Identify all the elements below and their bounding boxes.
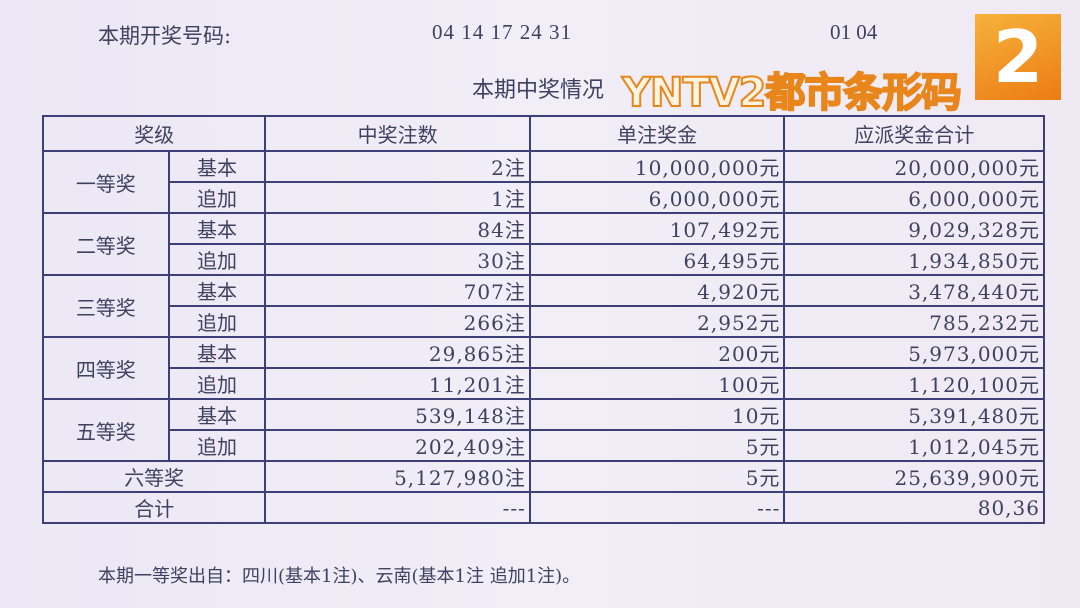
results-title: 本期中奖情况 bbox=[471, 78, 604, 103]
table-row: 追加 266注 2,952元 785,232元 bbox=[43, 305, 1045, 338]
count: 266注 bbox=[264, 305, 531, 338]
total-prize: 1,934,850元 bbox=[783, 243, 1045, 276]
count: 84注 bbox=[264, 212, 531, 245]
header-total: 应派奖金合计 bbox=[783, 115, 1045, 152]
unit-prize: 5元 bbox=[528, 460, 786, 493]
table-row: 二等奖 基本 84注 107,492元 9,029,328元 bbox=[42, 212, 1045, 276]
total-prize: 25,639,900元 bbox=[783, 460, 1045, 493]
bet-type: 基本 bbox=[167, 274, 267, 307]
prize-name: 四等奖 bbox=[42, 336, 170, 400]
prize-name: 六等奖 bbox=[41, 460, 267, 493]
total-prize: 6,000,000元 bbox=[783, 181, 1045, 214]
bet-type: 追加 bbox=[167, 367, 267, 400]
prize-name: 五等奖 bbox=[42, 398, 170, 462]
count: 707注 bbox=[264, 274, 531, 307]
total-prize: 9,029,328元 bbox=[783, 212, 1045, 245]
total-prize: 785,232元 bbox=[783, 305, 1045, 338]
sum-label: 合计 bbox=[41, 491, 267, 524]
bet-type: 追加 bbox=[167, 181, 267, 214]
watermark-text: YNTV2都市条形码 bbox=[621, 69, 963, 117]
count: 1注 bbox=[264, 181, 531, 214]
unit-prize: 10,000,000元 bbox=[528, 150, 786, 183]
bet-type: 追加 bbox=[167, 243, 267, 276]
channel-logo-icon: 2 bbox=[975, 14, 1061, 100]
table-row-sixth: 六等奖 5,127,980注 5元 25,639,900元 bbox=[41, 460, 1045, 493]
unit-prize: 10元 bbox=[528, 398, 786, 431]
prize-name: 三等奖 bbox=[42, 274, 170, 338]
unit-prize: 107,492元 bbox=[528, 212, 786, 245]
table-row: 三等奖 基本 707注 4,920元 3,478,440元 bbox=[42, 274, 1045, 338]
bet-type: 基本 bbox=[167, 336, 267, 369]
count: 539,148注 bbox=[264, 398, 531, 431]
unit-prize: 2,952元 bbox=[528, 305, 786, 338]
count: 29,865注 bbox=[264, 336, 531, 369]
bet-type: 基本 bbox=[167, 150, 267, 183]
unit-prize: 4,920元 bbox=[528, 274, 786, 307]
table-header: 奖级 中奖注数 单注奖金 应派奖金合计 bbox=[41, 115, 1045, 152]
sum-total: 80,36 bbox=[783, 491, 1045, 524]
total-prize: 5,973,000元 bbox=[783, 336, 1045, 369]
table-row: 追加 11,201注 100元 1,120,100元 bbox=[43, 367, 1045, 400]
count: 2注 bbox=[264, 150, 531, 183]
count: 5,127,980注 bbox=[264, 460, 531, 493]
prize-name: 一等奖 bbox=[42, 150, 170, 214]
table-row: 一等奖 基本 2注 10,000,000元 20,000,000元 bbox=[42, 150, 1045, 214]
total-prize: 3,478,440元 bbox=[783, 274, 1045, 307]
front-numbers: 04 14 17 24 31 bbox=[432, 20, 572, 44]
unit-prize: 5元 bbox=[528, 429, 786, 462]
total-prize: 20,000,000元 bbox=[783, 150, 1045, 183]
unit-prize: 200元 bbox=[528, 336, 786, 369]
table-row: 追加 30注 64,495元 1,934,850元 bbox=[43, 243, 1045, 276]
footer-note: 本期一等奖出自：四川(基本1注)、云南(基本1注 追加1注)。 bbox=[98, 566, 581, 587]
table-row-sum: 合计 --- --- 80,36 bbox=[41, 491, 1045, 524]
bet-type: 追加 bbox=[167, 305, 267, 338]
bet-type: 基本 bbox=[167, 212, 267, 245]
unit-prize: 100元 bbox=[528, 367, 786, 400]
unit-prize: 64,495元 bbox=[528, 243, 786, 276]
table-row: 四等奖 基本 29,865注 200元 5,973,000元 bbox=[42, 336, 1045, 400]
count: 11,201注 bbox=[264, 367, 531, 400]
prize-name: 二等奖 bbox=[42, 212, 170, 276]
back-numbers: 01 04 bbox=[830, 20, 878, 44]
table-row: 追加 1注 6,000,000元 6,000,000元 bbox=[43, 181, 1045, 214]
total-prize: 1,120,100元 bbox=[783, 367, 1045, 400]
sum-unit: --- bbox=[528, 491, 786, 524]
count: 30注 bbox=[264, 243, 531, 276]
bet-type: 基本 bbox=[167, 398, 267, 431]
prize-table: 奖级 中奖注数 单注奖金 应派奖金合计 一等奖 基本 2注 10,000,000元… bbox=[41, 115, 1045, 524]
table-row: 追加 202,409注 5元 1,012,045元 bbox=[43, 429, 1045, 462]
total-prize: 5,391,480元 bbox=[783, 398, 1045, 431]
total-prize: 1,012,045元 bbox=[783, 429, 1045, 462]
header-count: 中奖注数 bbox=[264, 115, 531, 152]
bet-type: 追加 bbox=[167, 429, 267, 462]
count: 202,409注 bbox=[264, 429, 531, 462]
header-level: 奖级 bbox=[41, 115, 267, 152]
header-unit: 单注奖金 bbox=[528, 115, 786, 152]
sum-count: --- bbox=[264, 491, 531, 524]
table-row: 五等奖 基本 539,148注 10元 5,391,480元 bbox=[42, 398, 1045, 462]
unit-prize: 6,000,000元 bbox=[528, 181, 786, 214]
draw-numbers-label: 本期开奖号码: bbox=[98, 24, 232, 48]
